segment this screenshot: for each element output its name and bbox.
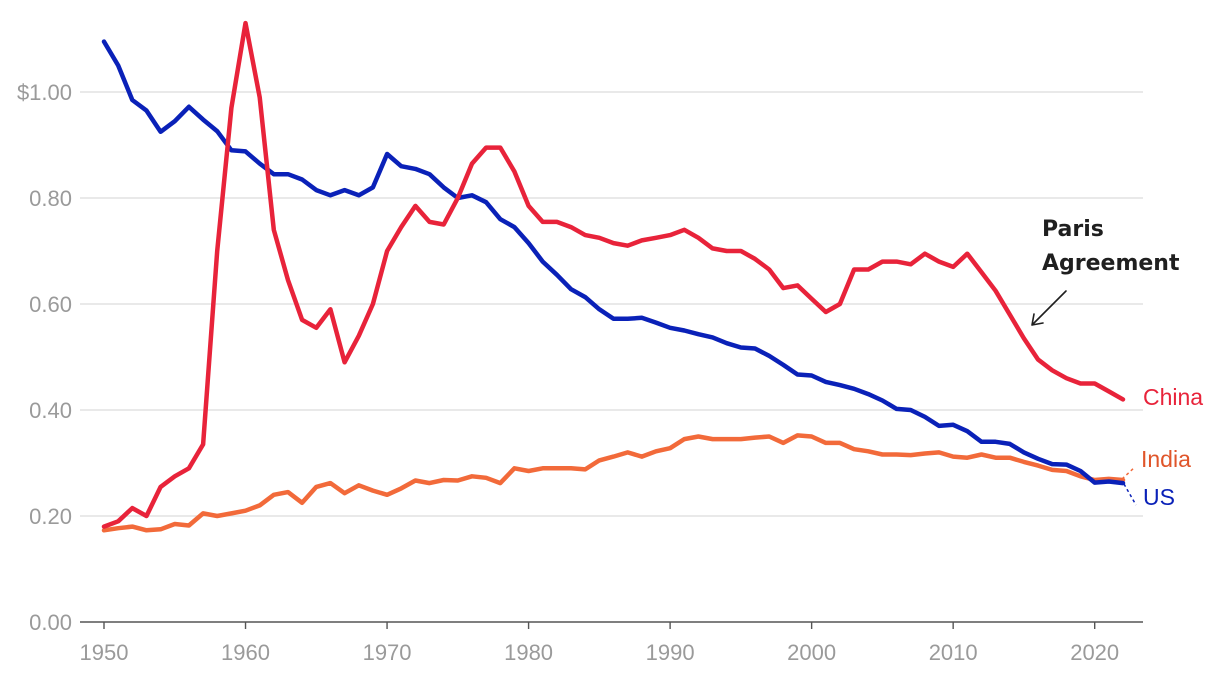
x-tick-label: 1950 [80, 640, 129, 665]
y-axis: 0.00 0.20 0.40 0.60 0.80 $1.00 [17, 80, 72, 635]
series-line-us [101, 39, 1126, 486]
annotation-paris-line-1: Paris [1042, 217, 1104, 242]
x-axis: 1950 1960 1970 1980 1990 2000 2010 2020 [80, 622, 1119, 665]
x-tick-label: 2020 [1070, 640, 1119, 665]
india-series-label: India [1141, 446, 1191, 472]
x-tick-label: 2000 [787, 640, 836, 665]
series-line-india [101, 433, 1126, 533]
series-line-china [101, 20, 1126, 529]
y-tick-label: 0.40 [29, 398, 72, 423]
china-series-label: China [1143, 384, 1203, 410]
series-lines [101, 20, 1126, 533]
gridlines [80, 91, 1143, 623]
x-tick-label: 2010 [929, 640, 978, 665]
y-tick-label: 0.00 [29, 610, 72, 635]
x-tick-label: 1970 [363, 640, 412, 665]
y-tick-label: 0.20 [29, 504, 72, 529]
india-label-connector [1121, 466, 1136, 480]
y-tick-label: $1.00 [17, 80, 72, 105]
x-tick-label: 1960 [221, 640, 270, 665]
x-tick-label: 1980 [504, 640, 553, 665]
y-tick-label: 0.80 [29, 186, 72, 211]
us-label-connector [1123, 483, 1137, 506]
us-series-label: US [1143, 484, 1175, 510]
y-tick-label: 0.60 [29, 292, 72, 317]
annotation-arrow [1031, 290, 1067, 326]
x-tick-label: 1990 [646, 640, 695, 665]
annotation-paris-line-2: Agreement [1042, 251, 1180, 276]
